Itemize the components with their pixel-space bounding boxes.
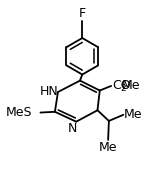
Text: F: F — [79, 7, 86, 20]
Text: CO: CO — [112, 79, 131, 92]
Text: Me: Me — [122, 79, 141, 92]
Text: Me: Me — [99, 141, 117, 154]
Text: HN: HN — [40, 85, 59, 98]
Text: MeS: MeS — [6, 106, 32, 119]
Text: Me: Me — [124, 108, 143, 121]
Text: 2: 2 — [120, 84, 126, 93]
Text: N: N — [68, 122, 77, 135]
